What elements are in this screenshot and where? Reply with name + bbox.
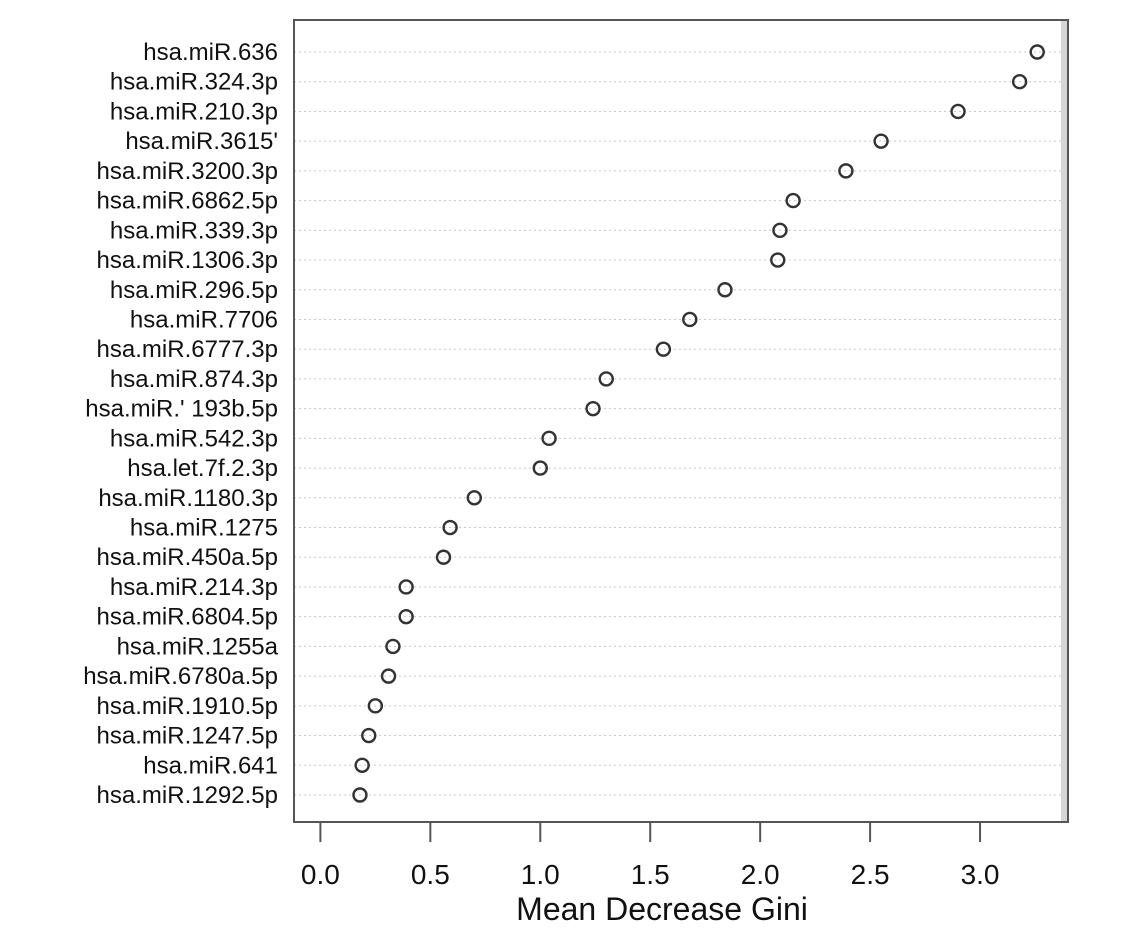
y-tick-label: hsa.miR.1292.5p bbox=[97, 782, 278, 809]
y-tick-label: hsa.miR.874.3p bbox=[110, 366, 278, 393]
data-point bbox=[398, 608, 414, 625]
data-point bbox=[354, 757, 370, 773]
y-tick-label: hsa.miR.3615' bbox=[125, 128, 278, 155]
y-tick-label: hsa.miR.7706 bbox=[130, 306, 278, 333]
y-tick-label: hsa.miR.6777.3p bbox=[97, 336, 278, 363]
data-point bbox=[772, 222, 788, 239]
y-tick-label: hsa.miR.' 193b.5p bbox=[85, 396, 278, 423]
grid-lines bbox=[294, 51, 1068, 796]
x-axis-title: Mean Decrease Gini bbox=[516, 891, 808, 927]
data-point bbox=[655, 341, 672, 357]
plot-frame bbox=[293, 19, 1069, 823]
y-tick-label: hsa.miR.636 bbox=[143, 39, 278, 66]
y-tick-label: hsa.miR.1910.5p bbox=[97, 693, 278, 720]
data-point bbox=[442, 519, 458, 536]
data-point bbox=[873, 133, 889, 149]
data-point bbox=[838, 163, 854, 179]
data-point bbox=[950, 103, 966, 120]
data-point bbox=[770, 252, 786, 268]
y-tick-label: hsa.miR.1275 bbox=[130, 515, 278, 542]
y-tick-label: hsa.miR.296.5p bbox=[110, 277, 278, 304]
y-tick-label: hsa.miR.214.3p bbox=[110, 574, 278, 601]
data-point bbox=[352, 787, 368, 803]
data-point bbox=[541, 430, 557, 447]
data-point bbox=[785, 192, 801, 209]
data-point bbox=[532, 460, 548, 476]
x-axis: 0.0 0.5 1.0 1.5 2.0 2.5 3.0 bbox=[301, 822, 1000, 890]
x-tick-label: 0.5 bbox=[411, 859, 450, 890]
y-tick-label: hsa.miR.542.3p bbox=[110, 425, 278, 452]
data-point bbox=[466, 490, 483, 506]
y-tick-label: hsa.miR.210.3p bbox=[110, 98, 278, 125]
y-tick-label: hsa.miR.339.3p bbox=[110, 217, 278, 244]
y-tick-label: hsa.miR.3200.3p bbox=[97, 158, 278, 185]
x-tick-label: 2.0 bbox=[741, 859, 780, 890]
y-tick-label: hsa.let.7f.2.3p bbox=[127, 455, 278, 482]
data-point bbox=[1029, 44, 1045, 60]
y-tick-label: hsa.miR.1247.5p bbox=[97, 723, 278, 750]
y-tick-label: hsa.miR.450a.5p bbox=[97, 544, 278, 571]
data-point bbox=[585, 400, 601, 417]
data-point bbox=[435, 549, 452, 565]
data-points bbox=[352, 20, 1067, 822]
x-tick-label: 1.5 bbox=[631, 859, 670, 890]
y-tick-label: hsa.miR.324.3p bbox=[110, 69, 278, 96]
x-tick-label: 2.5 bbox=[851, 859, 890, 890]
data-point bbox=[380, 668, 397, 684]
data-point bbox=[1011, 74, 1028, 90]
y-tick-label: hsa.miR.6862.5p bbox=[97, 188, 278, 215]
y-tick-label: hsa.miR.1180.3p bbox=[98, 485, 278, 512]
data-point bbox=[598, 371, 614, 387]
data-point bbox=[385, 638, 401, 655]
y-tick-label: hsa.miR.1255a bbox=[117, 633, 279, 660]
data-point bbox=[682, 311, 698, 328]
y-tick-label: hsa.miR.6780a.5p bbox=[83, 663, 278, 690]
y-tick-label: hsa.miR.6804.5p bbox=[97, 604, 278, 631]
data-point bbox=[398, 579, 414, 595]
data-point bbox=[367, 698, 384, 714]
data-point bbox=[361, 727, 377, 744]
data-point bbox=[717, 282, 733, 298]
x-tick-label: 1.0 bbox=[521, 859, 560, 890]
x-tick-label: 0.0 bbox=[301, 859, 340, 890]
y-tick-label: hsa.miR.1306.3p bbox=[97, 247, 278, 274]
y-tick-label: hsa.miR.641 bbox=[143, 752, 278, 779]
x-tick-label: 3.0 bbox=[961, 859, 1000, 890]
